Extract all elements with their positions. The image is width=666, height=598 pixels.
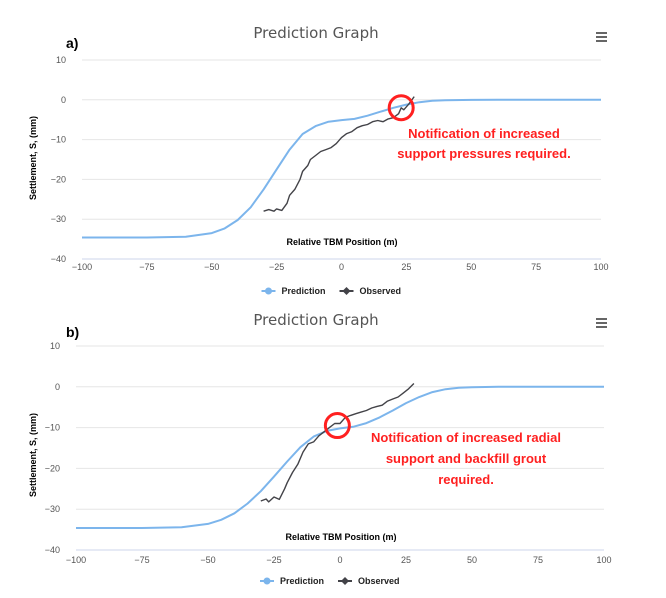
x-tick-label: 0 [339,262,344,272]
series-line-observed [263,96,415,212]
series-group [82,96,601,239]
chart-menu-button[interactable] [596,32,607,42]
y-tick-label: 0 [61,95,66,105]
legend-label: Observed [358,576,400,586]
annotation: Notification of increased support pressur… [387,94,571,161]
x-axis-label: Relative TBM Position (m) [286,237,397,247]
x-tick-label: −75 [134,555,149,565]
x-tick-labels: −100 −75 −50 −25 0 25 50 75 100 [72,262,609,272]
legend-item-observed[interactable]: Observed [339,286,402,296]
annotation: Notification of increased radial support … [323,412,561,487]
x-tick-label: 100 [593,262,608,272]
legend-marker-circle [263,577,271,585]
x-tick-label: 75 [533,555,543,565]
annotation-text: required. [438,472,494,487]
x-tick-label: 25 [401,262,411,272]
annotation-marker [323,412,351,440]
chart-menu-button[interactable] [596,318,607,328]
y-tick-label: −20 [45,463,60,473]
x-tick-label: 25 [401,555,411,565]
chart-panel-b: b) Prediction Graph 100−10−20−30−40 −100… [28,311,612,586]
x-tick-labels: −100 −75 −50 −25 0 25 50 75 100 [66,555,612,565]
legend: Prediction Observed [260,576,400,586]
x-tick-label: −100 [66,555,86,565]
y-tick-label: −20 [51,174,66,184]
x-tick-label: −25 [266,555,281,565]
legend-item-observed[interactable]: Observed [338,576,400,586]
x-tick-label: −25 [269,262,284,272]
legend-label: Prediction [280,576,324,586]
y-tick-label: −10 [45,423,60,433]
legend-marker-diamond [341,577,349,585]
x-tick-label: −50 [200,555,215,565]
x-tick-label: 50 [467,555,477,565]
panel-label: b) [66,324,79,340]
x-tick-label: 100 [596,555,611,565]
y-axis-label: Settlement, S, (mm) [28,413,38,497]
annotation-text: support pressures required. [397,146,570,161]
legend-item-prediction[interactable]: Prediction [261,286,326,296]
x-axis-label: Relative TBM Position (m) [285,532,396,542]
series-line-observed [260,383,415,503]
legend: Prediction Observed [261,286,402,296]
legend-marker-circle [265,287,272,295]
chart-panel-a: a) Prediction Graph 100−10−20−30−40 −100… [28,24,609,296]
series-line-prediction [76,385,604,529]
legend-label: Prediction [282,286,326,296]
annotation-text: support and backfill grout [386,451,547,466]
annotation-text: Notification of increased [408,126,560,141]
x-tick-label: 75 [531,262,541,272]
chart-title: Prediction Graph [253,311,378,329]
y-tick-label: 0 [55,382,60,392]
x-tick-label: −75 [139,262,154,272]
annotation-marker [387,94,415,122]
legend-label: Observed [360,286,402,296]
legend-marker-diamond [342,287,351,295]
chart-title: Prediction Graph [253,24,378,42]
x-tick-label: −50 [204,262,219,272]
x-tick-label: 0 [337,555,342,565]
x-tick-label: −100 [72,262,92,272]
y-axis-label: Settlement, S, (mm) [28,116,38,200]
series-group [76,383,604,529]
y-tick-label: 10 [50,341,60,351]
legend-item-prediction[interactable]: Prediction [260,576,324,586]
y-tick-label: −40 [51,254,66,264]
x-tick-label: 50 [466,262,476,272]
y-tick-label: 10 [56,55,66,65]
y-tick-label: −30 [51,214,66,224]
panel-label: a) [66,35,78,51]
y-tick-labels: 10 0 −10 −20 −30 −40 [51,55,66,264]
series-line-prediction [82,98,601,239]
y-tick-label: −30 [45,504,60,514]
y-tick-label: −40 [45,545,60,555]
y-tick-labels: 10 0 −10 −20 −30 −40 [45,341,60,555]
y-tick-label: −10 [51,135,66,145]
annotation-text: Notification of increased radial [371,430,561,445]
